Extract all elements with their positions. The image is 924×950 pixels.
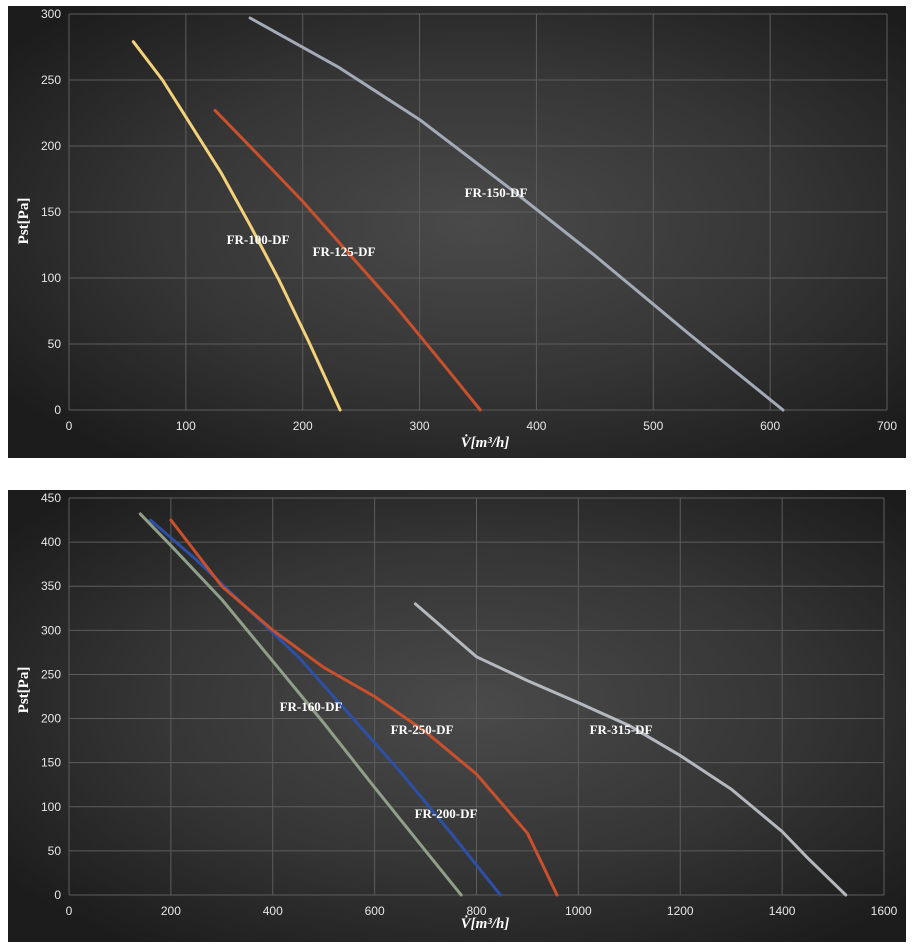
x-tick-label: 300 — [410, 419, 430, 433]
y-tick-label: 150 — [41, 756, 61, 770]
x-tick-label: 600 — [760, 419, 780, 433]
y-tick-label: 450 — [41, 491, 61, 505]
x-tick-label: 100 — [176, 419, 196, 433]
x-tick-label: 1000 — [565, 904, 592, 918]
curve-label: FR-150-DF — [465, 185, 528, 200]
x-axis-label: V̇[m³/h] — [461, 434, 510, 451]
x-tick-label: 1600 — [871, 904, 898, 918]
series-line-fr-250-df — [169, 518, 559, 897]
y-tick-label: 300 — [41, 7, 61, 21]
y-tick-label: 100 — [41, 271, 61, 285]
curve-label: FR-250-DF — [391, 722, 454, 737]
x-tick-label: 700 — [877, 419, 897, 433]
x-tick-label: 200 — [161, 904, 181, 918]
x-tick-label: 500 — [643, 419, 663, 433]
x-tick-label: 800 — [466, 904, 486, 918]
x-tick-label: 400 — [263, 904, 283, 918]
chart-background — [8, 6, 906, 458]
y-axis-label: Pst[Pa] — [16, 667, 32, 714]
chart-top: 0 50 100 150 200 250 300 0 100 200 300 400 500 600 700… — [8, 6, 906, 458]
curve-label: FR-125-DF — [313, 244, 376, 259]
x-tick-label: 1200 — [667, 904, 694, 918]
y-tick-label: 50 — [48, 844, 62, 858]
chart-background — [8, 490, 906, 942]
y-tick-label: 0 — [54, 888, 61, 902]
curve-label: FR-160-DF — [280, 699, 343, 714]
y-tick-label: 200 — [41, 712, 61, 726]
grid — [68, 497, 885, 896]
curve-label: FR-100-DF — [227, 232, 290, 247]
y-tick-label: 0 — [54, 403, 61, 417]
y-axis-label: Pst[Pa] — [16, 198, 32, 245]
y-tick-label: 250 — [41, 667, 61, 681]
curve-label: FR-200-DF — [415, 806, 478, 821]
series-line-fr-315-df — [413, 602, 848, 897]
x-tick-label: 200 — [293, 419, 313, 433]
y-tick-label: 100 — [41, 800, 61, 814]
y-tick-label: 200 — [41, 139, 61, 153]
y-tick-label: 150 — [41, 205, 61, 219]
x-tick-label: 1400 — [769, 904, 796, 918]
x-tick-label: 0 — [66, 904, 73, 918]
y-tick-label: 250 — [41, 73, 61, 87]
series-line-fr-200-df — [149, 518, 502, 897]
y-tick-label: 50 — [48, 337, 62, 351]
series-line-fr-100-df — [131, 40, 342, 412]
chart-panel-top: 0 50 100 150 200 250 300 0 100 200 300 400 500 600 700… — [0, 6, 924, 458]
y-tick-label: 300 — [41, 623, 61, 637]
grid — [68, 13, 888, 411]
x-axis-label: V̇[m³/h] — [461, 915, 510, 932]
chart-bottom: 0 50 100 150 200 250 300 350 400 450 0 200 400 600 800… — [8, 490, 906, 942]
series-line-fr-160-df — [138, 512, 463, 897]
series-line-fr-125-df — [213, 108, 482, 412]
x-tick-label: 0 — [66, 419, 73, 433]
y-tick-label: 350 — [41, 579, 61, 593]
series-line-fr-150-df — [248, 16, 785, 412]
x-tick-label: 400 — [526, 419, 546, 433]
chart-panel-bottom: 0 50 100 150 200 250 300 350 400 450 0 200 400 600 800… — [0, 490, 924, 942]
x-tick-label: 600 — [365, 904, 385, 918]
curve-label: FR-315-DF — [590, 722, 653, 737]
y-tick-label: 400 — [41, 535, 61, 549]
